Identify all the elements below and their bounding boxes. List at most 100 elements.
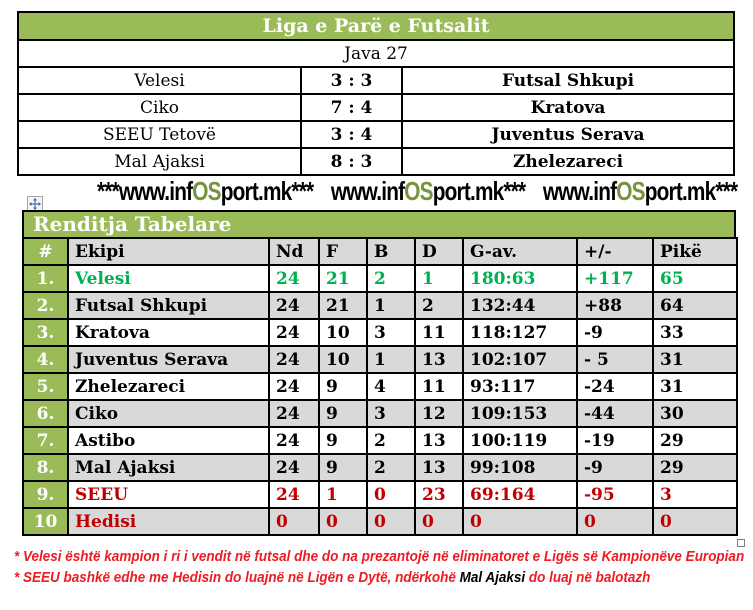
footnote-highlight: Mal Ajaksi — [459, 569, 526, 586]
draws-cell: 3 — [366, 318, 416, 347]
goal-avg-cell: 102:107 — [462, 345, 578, 374]
played-cell: 24 — [268, 372, 320, 401]
draws-cell: 2 — [366, 426, 416, 455]
match-row: Mal Ajaksi 8 : 3 Zhelezareci — [17, 147, 736, 176]
banner-text: port.mk*** — [220, 176, 314, 206]
wins-cell: 21 — [318, 291, 368, 320]
team-cell: Kratova — [67, 318, 270, 347]
table-row: 10 Hedisi 0 0 0 0 0 0 0 — [22, 507, 738, 536]
points-cell: 65 — [652, 264, 738, 293]
footnote-2: * SEEU bashkë edhe me Hedisin do luajnë … — [14, 567, 753, 588]
match-score: 3 : 3 — [300, 66, 403, 95]
col-header-wins: F — [318, 237, 368, 266]
goal-diff-cell: -19 — [576, 426, 654, 455]
points-cell: 31 — [652, 345, 738, 374]
wins-cell: 1 — [318, 480, 368, 509]
goal-avg-cell: 180:63 — [462, 264, 578, 293]
goal-avg-cell: 100:119 — [462, 426, 578, 455]
banner-brand: OS — [616, 176, 645, 206]
goal-avg-cell: 93:117 — [462, 372, 578, 401]
losses-cell: 13 — [414, 426, 464, 455]
team-cell: Juventus Serava — [67, 345, 270, 374]
points-cell: 31 — [652, 372, 738, 401]
draws-cell: 1 — [366, 345, 416, 374]
goal-diff-cell: -9 — [576, 318, 654, 347]
home-team: Mal Ajaksi — [17, 147, 302, 176]
footnotes: * Velesi është kampion i ri i vendit në … — [14, 546, 753, 588]
team-cell: Ciko — [67, 399, 270, 428]
team-cell: Mal Ajaksi — [67, 453, 270, 482]
draws-cell: 0 — [366, 480, 416, 509]
points-cell: 30 — [652, 399, 738, 428]
wins-cell: 9 — [318, 372, 368, 401]
losses-cell: 1 — [414, 264, 464, 293]
position-cell: 1. — [22, 264, 69, 293]
away-team: Juventus Serava — [400, 120, 736, 149]
table-row: 9. SEEU 24 1 0 23 69:164 -95 3 — [22, 480, 738, 509]
sponsor-banner-text: ***www.infOSport.mk*** www.infOSport.mk**… — [97, 176, 738, 207]
goal-avg-cell: 109:153 — [462, 399, 578, 428]
position-cell: 5. — [22, 372, 69, 401]
away-team: Zhelezareci — [400, 147, 736, 176]
team-cell: Zhelezareci — [67, 372, 270, 401]
points-cell: 64 — [652, 291, 738, 320]
played-cell: 24 — [268, 264, 320, 293]
played-cell: 24 — [268, 453, 320, 482]
standings-section: Renditja Tabelare # Ekipi Nd F B D G-av.… — [22, 210, 738, 536]
team-cell: Velesi — [67, 264, 270, 293]
match-score: 8 : 3 — [300, 147, 403, 176]
footnote-2-text: * SEEU bashkë edhe me Hedisin do luajnë … — [14, 569, 460, 586]
wins-cell: 0 — [318, 507, 368, 536]
sponsor-banner: ***www.infOSport.mk*** www.infOSport.mk**… — [17, 176, 738, 207]
team-cell: SEEU — [67, 480, 270, 509]
col-header-losses: D — [414, 237, 464, 266]
played-cell: 24 — [268, 480, 320, 509]
col-header-team: Ekipi — [67, 237, 270, 266]
results-title-row: Liga e Parë e Futsalit — [16, 11, 736, 41]
footnote-1: * Velesi është kampion i ri i vendit në … — [14, 546, 753, 567]
draws-cell: 2 — [366, 453, 416, 482]
losses-cell: 23 — [414, 480, 464, 509]
banner-segment: ***www.infOSport.mk*** — [97, 176, 314, 206]
position-cell: 3. — [22, 318, 69, 347]
losses-cell: 13 — [414, 453, 464, 482]
position-cell: 10 — [22, 507, 69, 536]
draws-cell: 2 — [366, 264, 416, 293]
banner-text: www.inf — [542, 176, 617, 206]
home-team: Velesi — [17, 66, 302, 95]
col-header-played: Nd — [268, 237, 320, 266]
points-cell: 3 — [652, 480, 738, 509]
banner-brand: OS — [192, 176, 221, 206]
points-cell: 33 — [652, 318, 738, 347]
goal-avg-cell: 132:44 — [462, 291, 578, 320]
points-cell: 29 — [652, 426, 738, 455]
results-title: Liga e Parë e Futsalit — [16, 11, 736, 41]
position-cell: 9. — [22, 480, 69, 509]
footnote-2-text: do luaj në balotazh — [525, 569, 651, 586]
round-row: Java 27 — [16, 39, 736, 68]
wins-cell: 21 — [318, 264, 368, 293]
goal-avg-cell: 99:108 — [462, 453, 578, 482]
col-header-goal-avg: G-av. — [462, 237, 578, 266]
draws-cell: 3 — [366, 399, 416, 428]
banner-text: www.inf — [330, 176, 405, 206]
goal-diff-cell: -44 — [576, 399, 654, 428]
table-row: 7. Astibo 24 9 2 13 100:119 -19 29 — [22, 426, 738, 455]
away-team: Futsal Shkupi — [400, 66, 736, 95]
table-resize-handle[interactable] — [737, 539, 745, 547]
losses-cell: 12 — [414, 399, 464, 428]
goal-diff-cell: +117 — [576, 264, 654, 293]
round-label: Java 27 — [16, 39, 736, 68]
table-row: 1. Velesi 24 21 2 1 180:63 +117 65 — [22, 264, 738, 293]
wins-cell: 9 — [318, 453, 368, 482]
table-row: 5. Zhelezareci 24 9 4 11 93:117 -24 31 — [22, 372, 738, 401]
table-row: 8. Mal Ajaksi 24 9 2 13 99:108 -9 29 — [22, 453, 738, 482]
goal-diff-cell: - 5 — [576, 345, 654, 374]
match-row: SEEU Tetovë 3 : 4 Juventus Serava — [17, 120, 736, 149]
banner-text: port.mk*** — [432, 176, 526, 206]
played-cell: 24 — [268, 426, 320, 455]
points-cell: 0 — [652, 507, 738, 536]
played-cell: 0 — [268, 507, 320, 536]
goal-avg-cell: 69:164 — [462, 480, 578, 509]
footnote-1-text: * Velesi është kampion i ri i vendit në … — [14, 548, 745, 565]
